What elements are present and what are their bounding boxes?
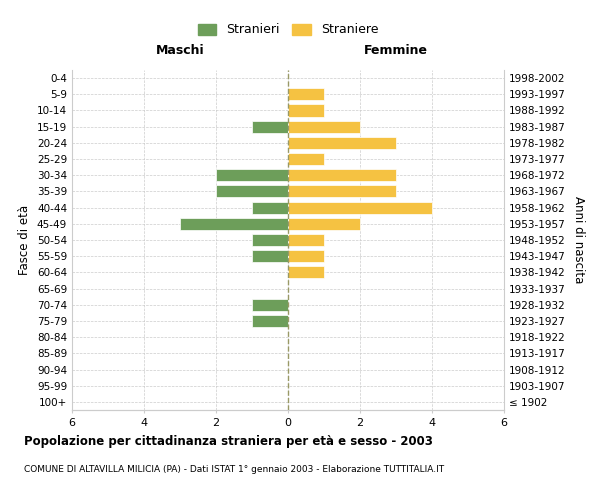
- Bar: [252, 250, 288, 262]
- Bar: [288, 169, 396, 181]
- Bar: [252, 120, 288, 132]
- Bar: [288, 218, 360, 230]
- Bar: [288, 186, 396, 198]
- Bar: [180, 218, 288, 230]
- Bar: [252, 202, 288, 213]
- Bar: [288, 137, 396, 149]
- Y-axis label: Fasce di età: Fasce di età: [19, 205, 31, 275]
- Bar: [288, 234, 324, 246]
- Bar: [288, 202, 432, 213]
- Text: COMUNE DI ALTAVILLA MILICIA (PA) - Dati ISTAT 1° gennaio 2003 - Elaborazione TUT: COMUNE DI ALTAVILLA MILICIA (PA) - Dati …: [24, 465, 444, 474]
- Bar: [288, 250, 324, 262]
- Text: Femmine: Femmine: [364, 44, 428, 58]
- Bar: [216, 186, 288, 198]
- Legend: Stranieri, Straniere: Stranieri, Straniere: [193, 18, 383, 42]
- Bar: [288, 88, 324, 101]
- Bar: [252, 298, 288, 311]
- Bar: [288, 104, 324, 117]
- Bar: [252, 315, 288, 327]
- Bar: [288, 120, 360, 132]
- Bar: [288, 153, 324, 165]
- Text: Popolazione per cittadinanza straniera per età e sesso - 2003: Popolazione per cittadinanza straniera p…: [24, 435, 433, 448]
- Bar: [252, 234, 288, 246]
- Bar: [216, 169, 288, 181]
- Y-axis label: Anni di nascita: Anni di nascita: [572, 196, 585, 284]
- Text: Maschi: Maschi: [155, 44, 205, 58]
- Bar: [288, 266, 324, 278]
